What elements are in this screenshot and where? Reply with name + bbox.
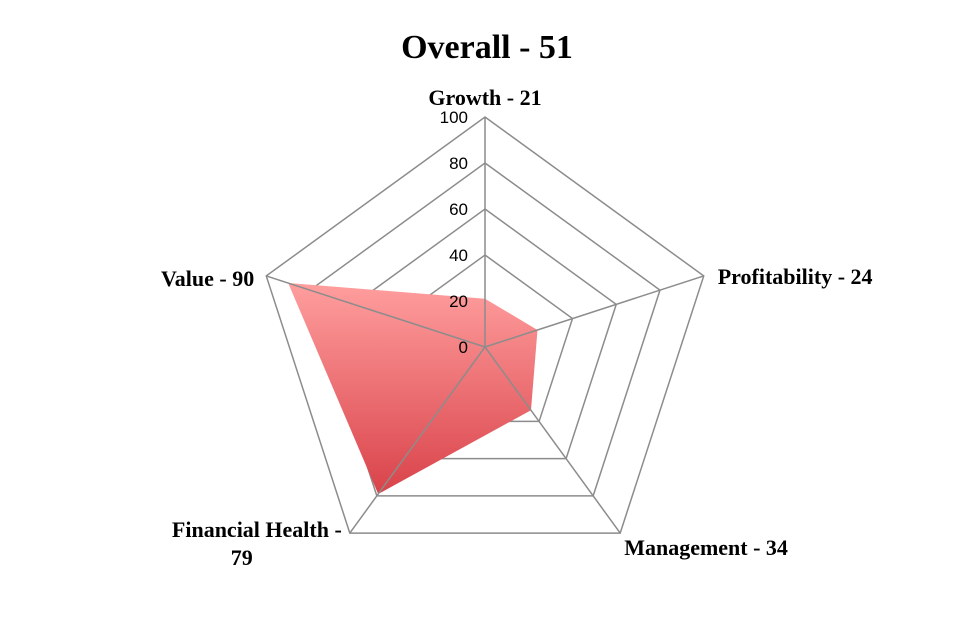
grid-ring-80	[309, 162, 661, 497]
axis-label-2: Management - 34	[624, 535, 788, 560]
axis-label-0: Growth - 21	[428, 85, 541, 110]
tick-label-0: 0	[459, 338, 468, 357]
radar-axis-labels: Growth - 21 Profitability - 24 Management …	[161, 85, 873, 570]
radar-grid	[265, 116, 705, 534]
axis-label-4: Value - 90	[161, 266, 254, 291]
radar-area	[288, 283, 538, 494]
tick-label-100: 100	[440, 108, 468, 127]
grid-ring-60	[352, 208, 618, 460]
radar-spokes	[266, 117, 704, 534]
spoke-2	[484, 346, 621, 534]
spoke-1	[484, 275, 704, 348]
spoke-4	[266, 275, 486, 348]
grid-ring-100	[265, 116, 705, 534]
radar-tick-labels: 0 20 40 60 80 100	[440, 108, 468, 357]
spoke-3	[349, 346, 486, 534]
tick-label-40: 40	[449, 246, 468, 265]
tick-label-20: 20	[449, 292, 468, 311]
tick-label-60: 60	[449, 200, 468, 219]
axis-label-3: Financial Health -79	[172, 517, 342, 570]
axis-label-1: Profitability - 24	[718, 264, 873, 289]
radar-area-group	[288, 283, 538, 494]
chart-title: Overall - 51	[401, 29, 573, 66]
tick-label-80: 80	[449, 154, 468, 173]
